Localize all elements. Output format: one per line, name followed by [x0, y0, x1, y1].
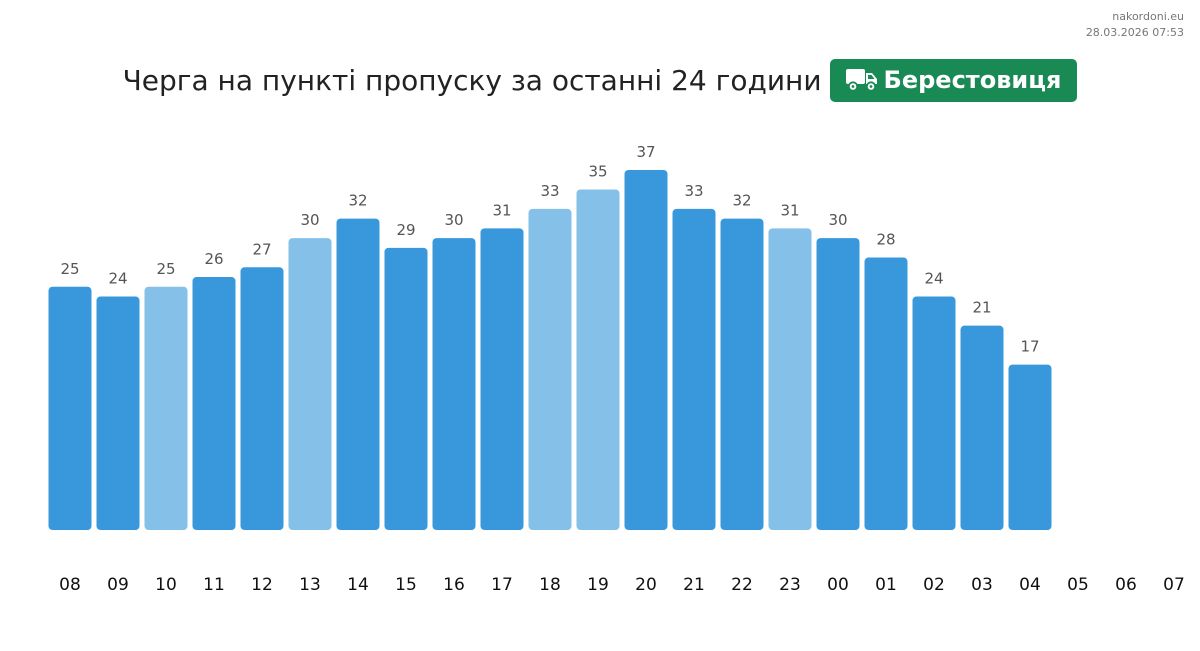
- x-tick-label-01: 01: [875, 575, 897, 595]
- value-label-22: 32: [732, 192, 751, 210]
- source-info: nakordoni.eu 28.03.2026 07:53: [1086, 9, 1184, 41]
- bar-13: [288, 238, 332, 530]
- value-label-16: 30: [444, 211, 463, 229]
- bar-20: [624, 169, 668, 531]
- x-tick-label-12: 12: [251, 575, 273, 595]
- value-label-21: 33: [684, 182, 703, 200]
- source-timestamp: 28.03.2026 07:53: [1085, 26, 1184, 39]
- bar-22: [720, 218, 764, 530]
- bar-03: [960, 325, 1004, 530]
- chart-title: Черга на пункті пропуску за останні 24 г…: [122, 63, 822, 97]
- x-tick-label-04: 04: [1019, 575, 1041, 595]
- x-tick-label-19: 19: [587, 575, 609, 595]
- checkpoint-badge: Берестовиця: [829, 58, 1078, 102]
- value-label-12: 27: [252, 240, 271, 258]
- bar-15: [384, 247, 428, 530]
- x-tick-label-23: 23: [779, 575, 801, 595]
- bar-21: [672, 208, 716, 530]
- x-tick-label-17: 17: [491, 575, 513, 595]
- bar-12: [240, 267, 284, 530]
- value-label-20: 37: [636, 143, 655, 161]
- bar-18: [528, 208, 572, 530]
- bar-09: [96, 296, 140, 530]
- value-label-01: 28: [876, 231, 895, 249]
- x-tick-label-13: 13: [299, 575, 321, 595]
- bar-23: [768, 228, 812, 530]
- value-label-10: 25: [156, 260, 175, 278]
- x-tick-label-14: 14: [347, 575, 369, 595]
- x-tick-label-18: 18: [539, 575, 561, 595]
- x-tick-label-00: 00: [827, 575, 849, 595]
- value-label-02: 24: [924, 269, 943, 287]
- bar-10: [144, 286, 188, 530]
- value-label-00: 30: [828, 211, 847, 229]
- x-tick-label-22: 22: [731, 575, 753, 595]
- value-label-15: 29: [396, 221, 415, 239]
- bar-02: [912, 296, 956, 530]
- x-tick-label-11: 11: [203, 575, 225, 595]
- value-label-18: 33: [540, 182, 559, 200]
- value-label-23: 31: [780, 201, 799, 219]
- checkpoint-name: Берестовиця: [883, 66, 1062, 94]
- source-site: nakordoni.eu: [1112, 10, 1184, 23]
- value-label-19: 35: [588, 162, 607, 180]
- value-label-13: 30: [300, 211, 319, 229]
- value-label-17: 31: [492, 201, 511, 219]
- bar-01: [864, 257, 908, 530]
- bar-14: [336, 218, 380, 530]
- x-tick-label-10: 10: [155, 575, 177, 595]
- value-label-08: 25: [60, 260, 79, 278]
- chart-header: Черга на пункті пропуску за останні 24 г…: [0, 58, 1200, 102]
- x-tick-label-05: 05: [1067, 575, 1089, 595]
- bar-00: [816, 238, 860, 530]
- bar-08: [48, 286, 92, 530]
- x-tick-label-06: 06: [1115, 575, 1137, 595]
- value-label-09: 24: [108, 269, 127, 287]
- x-tick-label-09: 09: [107, 575, 129, 595]
- bar-19: [576, 189, 620, 530]
- x-tick-label-20: 20: [635, 575, 657, 595]
- x-tick-label-02: 02: [923, 575, 945, 595]
- x-tick-label-15: 15: [395, 575, 417, 595]
- value-label-14: 32: [348, 192, 367, 210]
- bar-16: [432, 238, 476, 530]
- bar-17: [480, 228, 524, 530]
- truck-icon: [845, 69, 877, 92]
- value-label-04: 17: [1020, 338, 1039, 356]
- bar-04: [1008, 364, 1052, 530]
- value-label-11: 26: [204, 250, 223, 268]
- x-tick-label-03: 03: [971, 575, 993, 595]
- x-tick-label-08: 08: [59, 575, 81, 595]
- value-label-03: 21: [972, 299, 991, 317]
- x-tick-label-21: 21: [683, 575, 705, 595]
- bar-11: [192, 277, 236, 530]
- x-tick-label-16: 16: [443, 575, 465, 595]
- x-tick-label-07: 07: [1163, 575, 1185, 595]
